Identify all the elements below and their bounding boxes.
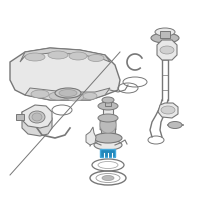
Ellipse shape <box>69 52 87 60</box>
Ellipse shape <box>155 28 175 36</box>
Ellipse shape <box>160 46 174 54</box>
Ellipse shape <box>29 111 45 123</box>
Polygon shape <box>25 88 110 100</box>
Polygon shape <box>100 116 116 134</box>
Ellipse shape <box>59 90 77 97</box>
Ellipse shape <box>102 97 114 103</box>
Ellipse shape <box>102 176 114 180</box>
Bar <box>105 100 111 106</box>
Ellipse shape <box>94 140 122 150</box>
Ellipse shape <box>31 90 49 98</box>
Polygon shape <box>22 110 52 136</box>
Bar <box>103 106 113 118</box>
Polygon shape <box>158 103 178 118</box>
Ellipse shape <box>151 33 179 43</box>
Ellipse shape <box>55 88 81 98</box>
Ellipse shape <box>98 102 118 110</box>
Polygon shape <box>157 40 177 60</box>
Polygon shape <box>22 105 52 128</box>
Polygon shape <box>10 48 120 100</box>
Polygon shape <box>86 127 96 145</box>
Ellipse shape <box>83 92 97 99</box>
Bar <box>16 114 24 120</box>
Ellipse shape <box>88 54 104 62</box>
Bar <box>101 118 115 138</box>
Ellipse shape <box>100 117 116 133</box>
Ellipse shape <box>66 93 84 101</box>
Polygon shape <box>20 48 110 62</box>
Ellipse shape <box>48 51 68 59</box>
Ellipse shape <box>49 92 67 100</box>
Ellipse shape <box>25 53 45 61</box>
Ellipse shape <box>94 133 122 143</box>
Bar <box>160 31 170 38</box>
Ellipse shape <box>32 113 42 121</box>
Ellipse shape <box>98 114 118 122</box>
FancyBboxPatch shape <box>101 150 116 158</box>
Ellipse shape <box>161 106 175 114</box>
Ellipse shape <box>168 121 182 129</box>
